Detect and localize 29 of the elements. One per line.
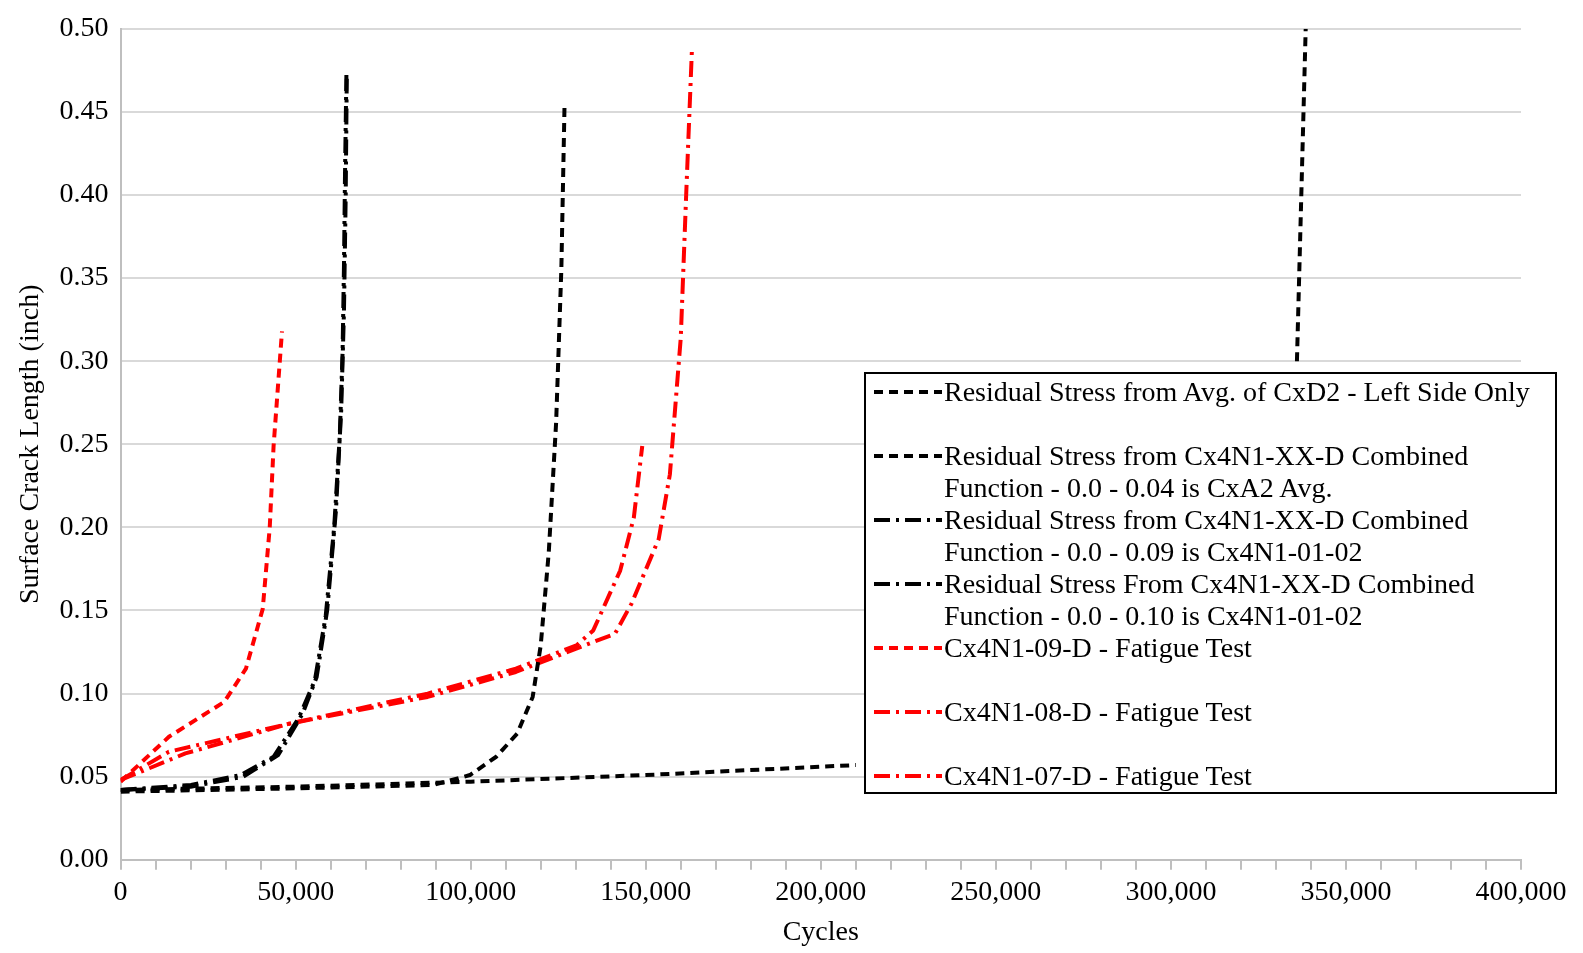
y-tick-label: 0.10	[59, 675, 109, 707]
x-axis-title: Cycles	[782, 914, 859, 946]
x-tick-label: 300,000	[1125, 874, 1217, 906]
y-tick-label: 0.45	[59, 94, 109, 126]
y-tick-label: 0.50	[59, 11, 109, 43]
y-tick-label: 0.05	[59, 759, 109, 791]
legend-label: Residual Stress from Cx4N1-XX-D Combined Function - 0.0 - 0.04 is CxA2 Avg.	[944, 440, 1470, 504]
x-tick-label: 350,000	[1300, 874, 1392, 906]
y-tick-label: 0.30	[59, 343, 109, 375]
y-axis-title: Surface Crack Length (inch)	[13, 284, 45, 605]
x-tick-label: 200,000	[775, 874, 867, 906]
x-tick-label: 150,000	[600, 874, 692, 906]
x-tick-label: 0	[113, 874, 128, 906]
legend-label: Cx4N1-07-D - Fatigue Test	[944, 760, 1253, 792]
y-tick-label: 0.25	[59, 426, 109, 458]
x-tick-label: 50,000	[257, 874, 335, 906]
legend-label: Cx4N1-08-D - Fatigue Test	[944, 696, 1253, 728]
y-tick-label: 0.20	[59, 509, 109, 541]
y-tick-label: 0.00	[59, 842, 109, 874]
legend-label: Residual Stress From Cx4N1-XX-D Combined Function - 0.0 - 0.10 is Cx4N1-01-02	[944, 568, 1476, 632]
y-tick-label: 0.15	[59, 592, 109, 624]
y-tick-label: 0.40	[59, 177, 109, 209]
x-tick-label: 100,000	[425, 874, 517, 906]
legend-label: Cx4N1-09-D - Fatigue Test	[944, 632, 1253, 664]
x-tick-label: 250,000	[950, 874, 1042, 906]
y-tick-label: 0.35	[59, 260, 109, 292]
x-tick-label: 400,000	[1475, 874, 1567, 906]
legend-label: Residual Stress from Cx4N1-XX-D Combined Function - 0.0 - 0.09 is Cx4N1-01-02	[944, 504, 1470, 568]
legend-label: Residual Stress from Avg. of CxD2 - Left Side Only	[944, 376, 1531, 408]
